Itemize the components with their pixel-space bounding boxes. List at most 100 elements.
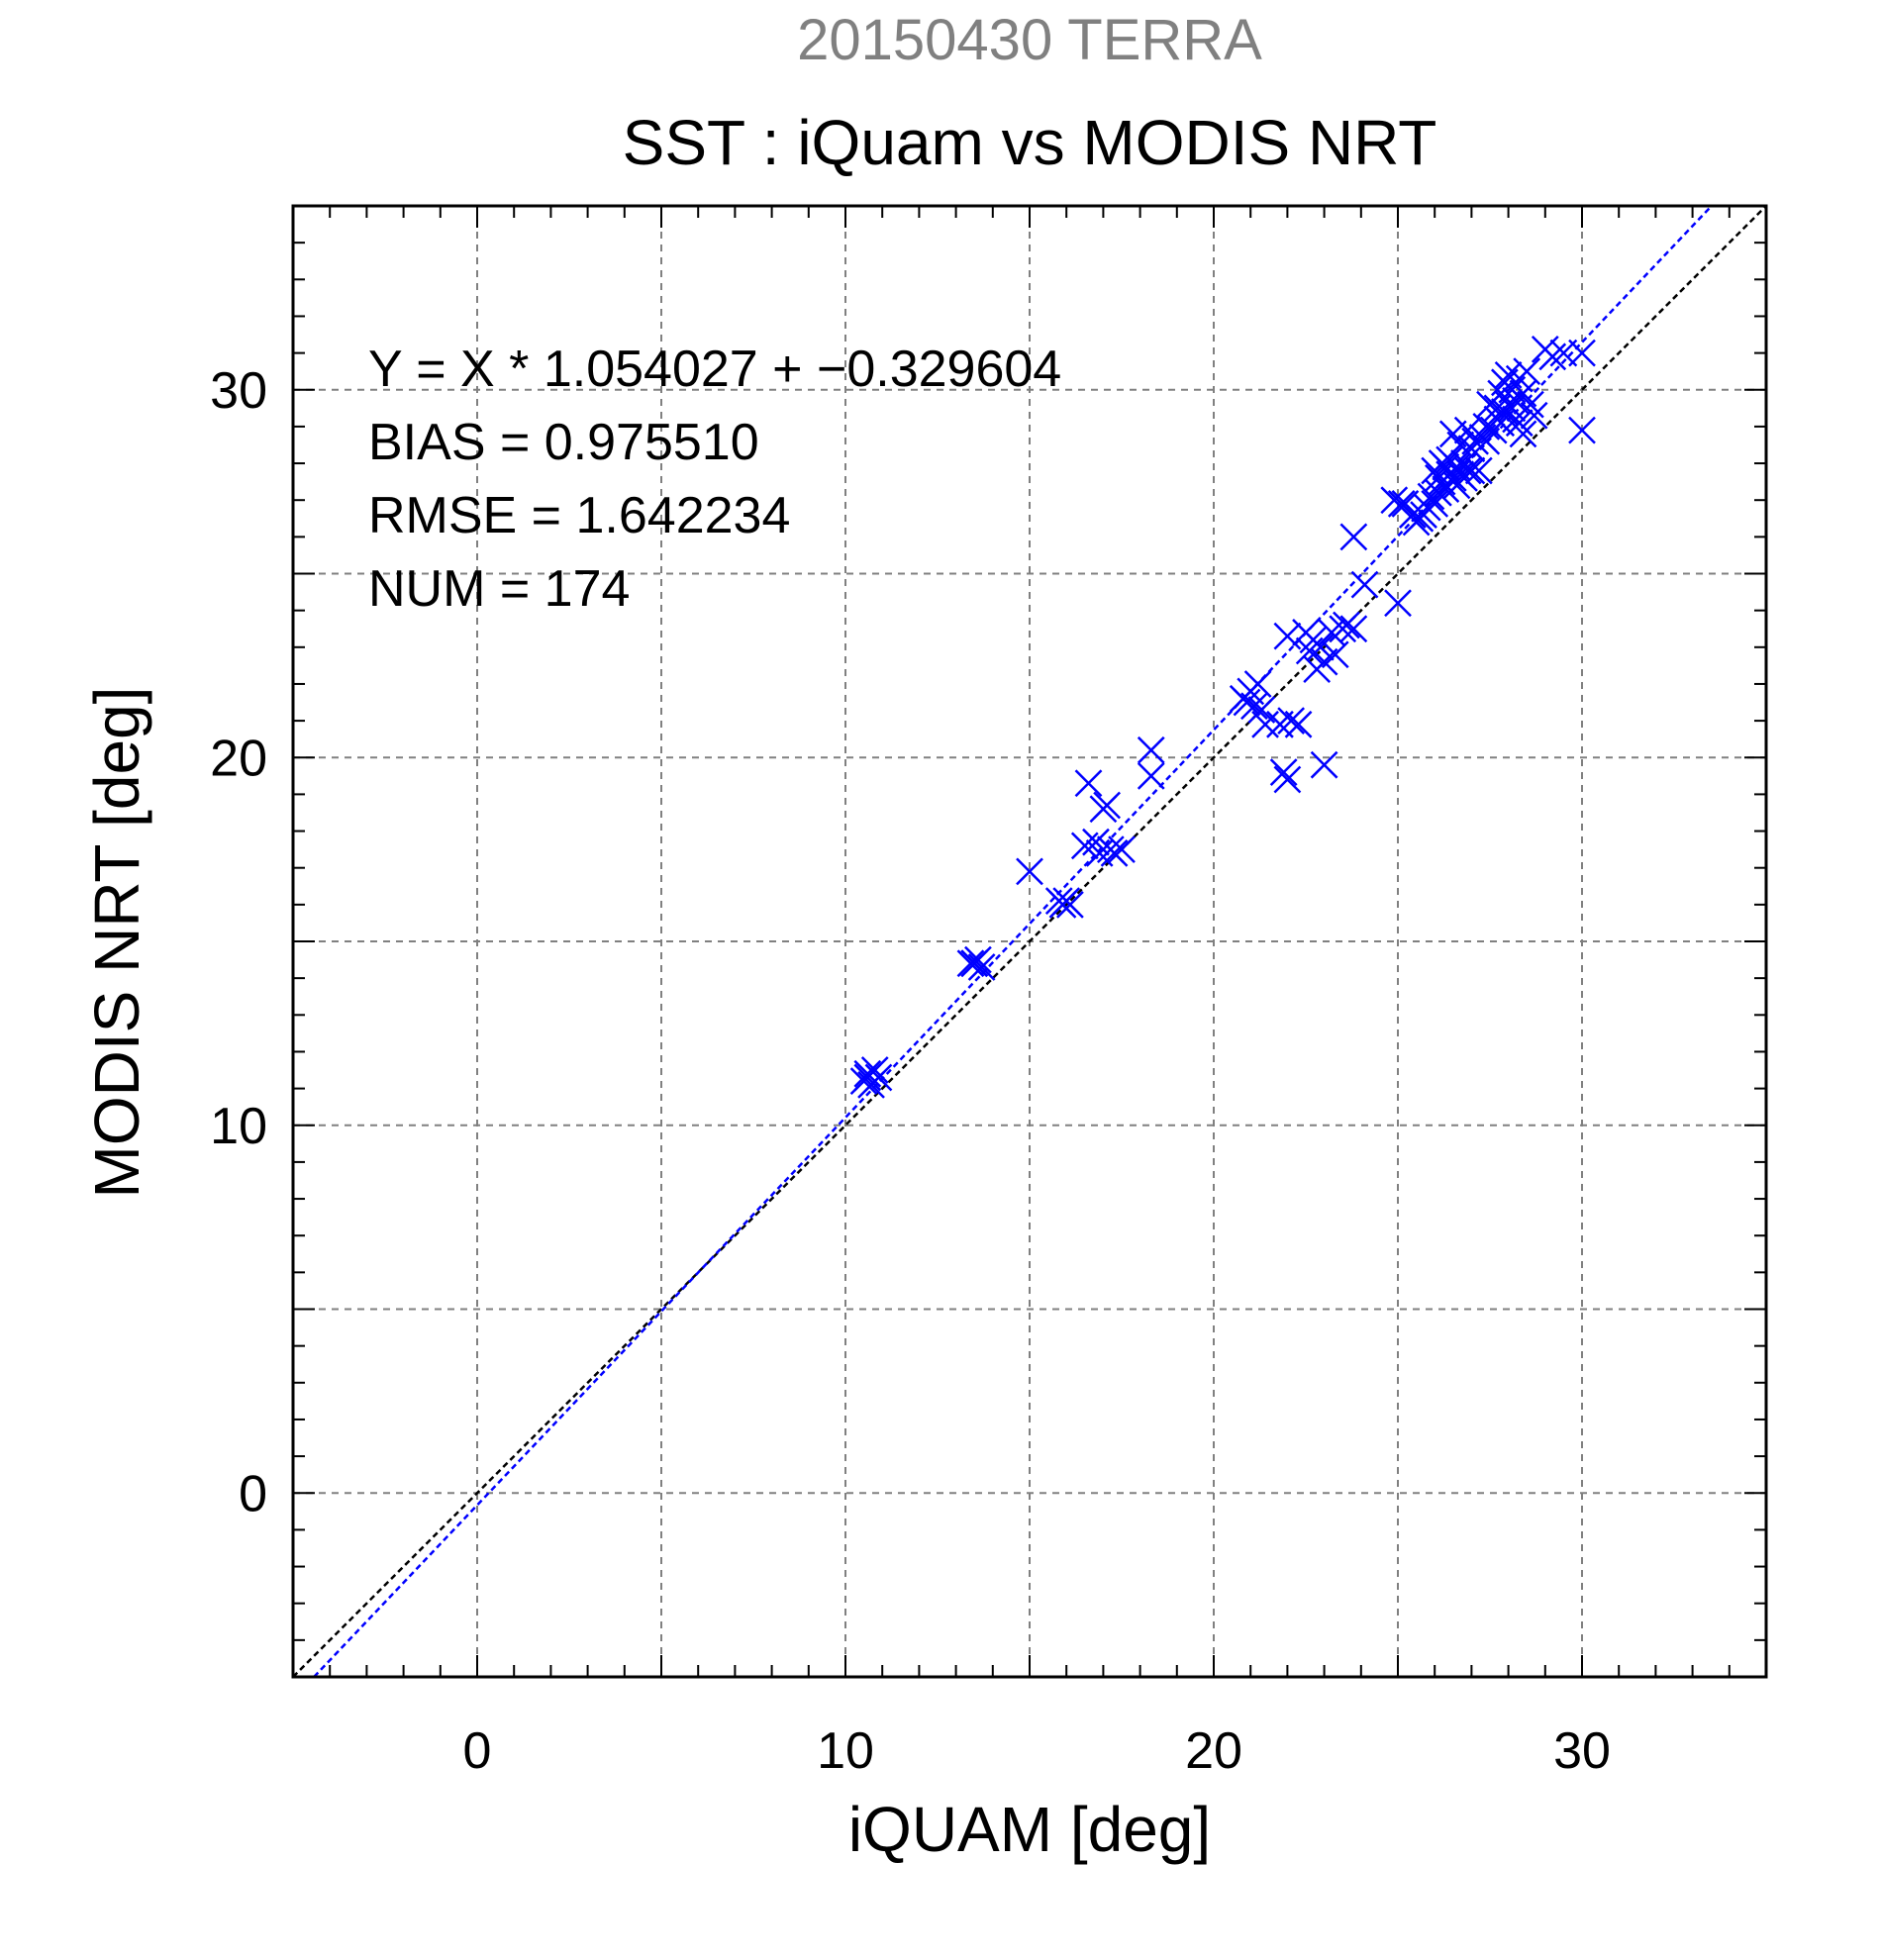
data-point — [1070, 832, 1099, 860]
data-point — [1273, 622, 1302, 650]
data-point — [1284, 710, 1313, 738]
data-point-stroke — [1339, 615, 1368, 643]
data-point-stroke — [1295, 637, 1324, 665]
data-point — [1384, 589, 1412, 618]
data-point — [1380, 486, 1409, 515]
data-point-stroke — [960, 949, 989, 978]
data-point-stroke — [1453, 416, 1482, 444]
data-point — [1350, 570, 1379, 599]
y-tick-label: 20 — [210, 730, 267, 787]
data-point — [1269, 758, 1298, 786]
data-point — [1240, 692, 1268, 721]
data-point — [1100, 838, 1129, 867]
data-point-stroke — [864, 1063, 893, 1092]
data-point — [1318, 619, 1345, 646]
data-point-stroke — [1070, 832, 1099, 860]
data-points — [849, 336, 1596, 1099]
chart-supertitle: 20150430 TERRA — [797, 8, 1262, 72]
y-axis-label: MODIS NRT [deg] — [81, 687, 152, 1199]
data-point — [1453, 456, 1482, 485]
data-point-stroke — [1505, 409, 1534, 438]
data-point — [853, 1059, 882, 1088]
data-point-stroke — [1100, 838, 1129, 867]
data-point — [1513, 357, 1541, 386]
plot-frame — [291, 204, 1768, 1679]
data-point — [1568, 416, 1596, 444]
data-point — [1251, 710, 1279, 738]
data-point-stroke — [1509, 420, 1537, 448]
data-point-stroke — [1421, 490, 1449, 518]
data-point-stroke — [1093, 791, 1122, 820]
y-tick-label: 30 — [210, 362, 267, 420]
y-tick-label: 0 — [239, 1465, 267, 1522]
data-point — [1464, 456, 1493, 485]
bias-value: BIAS = 0.975510 — [368, 414, 759, 471]
data-point-stroke — [1432, 452, 1460, 481]
data-point — [1417, 482, 1445, 511]
data-point-stroke — [1085, 838, 1114, 867]
regression-fit-line — [313, 205, 1713, 1678]
data-point-stroke — [1074, 769, 1103, 798]
data-point-stroke — [1517, 390, 1544, 419]
data-point — [956, 949, 985, 978]
data-point — [1277, 707, 1306, 735]
data-point-stroke — [1391, 490, 1420, 518]
data-point — [1082, 828, 1110, 856]
data-point-stroke — [1417, 482, 1445, 511]
data-point-stroke — [1457, 456, 1486, 485]
data-point-stroke — [1333, 611, 1360, 639]
data-point — [853, 1063, 882, 1092]
x-tick-label: 0 — [463, 1722, 492, 1780]
data-point-stroke — [1509, 379, 1537, 408]
chart-title: SST : iQuam vs MODIS NRT — [623, 107, 1437, 178]
data-point-stroke — [1494, 361, 1523, 389]
data-point — [1538, 343, 1567, 371]
data-point — [1310, 750, 1338, 779]
data-point-stroke — [1016, 857, 1043, 886]
data-point — [1568, 339, 1596, 367]
data-point-stroke — [1520, 401, 1548, 430]
data-point — [1074, 769, 1103, 798]
x-axis-label: iQUAM [deg] — [848, 1794, 1211, 1865]
data-point-stroke — [1321, 640, 1349, 669]
data-point-stroke — [853, 1063, 882, 1092]
data-point-stroke — [1082, 828, 1110, 856]
data-point-stroke — [1233, 688, 1261, 717]
reference-lines — [292, 205, 1767, 1678]
data-point — [1137, 735, 1165, 764]
data-point — [1520, 401, 1548, 430]
data-point — [1093, 791, 1122, 820]
data-point-stroke — [1568, 339, 1596, 367]
data-point-stroke — [1513, 357, 1541, 386]
data-point — [967, 953, 996, 981]
data-point-stroke — [967, 953, 996, 981]
data-point-stroke — [1453, 456, 1482, 485]
data-point — [1438, 464, 1467, 492]
y-tick-label: 10 — [210, 1098, 267, 1155]
one-to-one-line — [292, 205, 1767, 1678]
tick-labels: 0 10 20 30 0 10 20 30 — [210, 362, 1611, 1780]
data-point-stroke — [1318, 619, 1345, 646]
data-point-stroke — [1251, 710, 1279, 738]
data-point — [1457, 456, 1486, 485]
data-point-stroke — [1461, 427, 1490, 455]
data-point-stroke — [1137, 735, 1165, 764]
data-point-stroke — [1137, 761, 1165, 790]
data-point-stroke — [1240, 692, 1268, 721]
rmse-value: RMSE = 1.642234 — [368, 487, 790, 544]
data-point — [1273, 765, 1302, 794]
data-point-stroke — [1384, 589, 1412, 618]
data-point — [1505, 409, 1534, 438]
data-point — [1295, 637, 1324, 665]
data-point-stroke — [1269, 758, 1298, 786]
data-point-stroke — [1056, 890, 1084, 919]
data-point-stroke — [1247, 696, 1276, 724]
x-tick-label: 10 — [817, 1722, 874, 1780]
data-point — [1509, 420, 1537, 448]
data-point-stroke — [1273, 622, 1302, 650]
data-point-stroke — [1487, 379, 1516, 408]
data-point — [1137, 761, 1165, 790]
data-point — [1421, 490, 1449, 518]
data-point — [1517, 390, 1544, 419]
